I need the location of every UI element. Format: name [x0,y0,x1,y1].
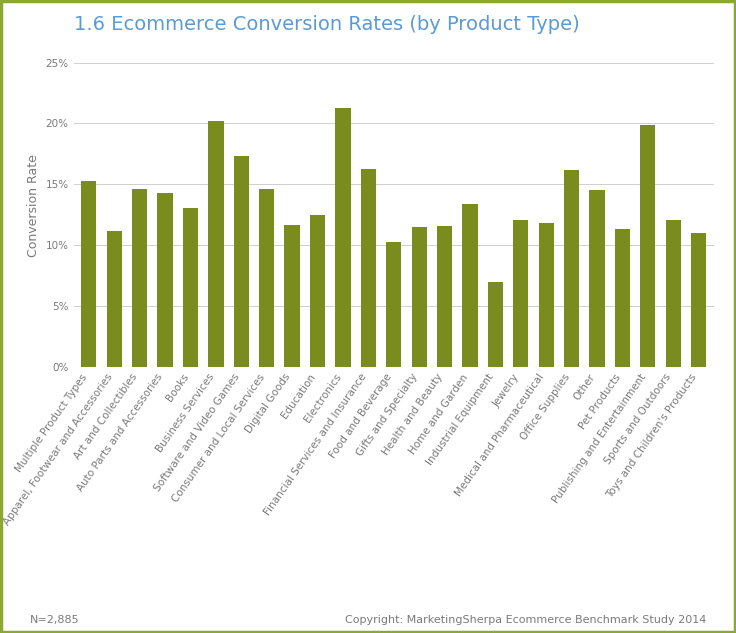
Bar [158,193,173,367]
Bar [285,225,300,367]
Bar [640,125,656,367]
Bar [539,223,554,367]
Text: N=2,885: N=2,885 [29,615,79,625]
Bar [310,215,325,367]
Bar [132,189,147,367]
Bar [691,233,707,367]
Bar [462,204,478,367]
Text: Copyright: MarketingSherpa Ecommerce Benchmark Study 2014: Copyright: MarketingSherpa Ecommerce Ben… [345,615,707,625]
Y-axis label: Conversion Rate: Conversion Rate [27,154,40,257]
Bar [665,220,681,367]
Bar [336,108,350,367]
Bar [615,230,630,367]
Bar [259,189,275,367]
Bar [107,230,122,367]
Bar [386,242,401,367]
Bar [513,220,528,367]
Bar [590,191,605,367]
Bar [81,181,96,367]
Bar [437,226,452,367]
Bar [488,282,503,367]
Bar [208,121,224,367]
Bar [411,227,427,367]
Bar [183,208,198,367]
Bar [361,168,376,367]
Bar [234,156,249,367]
Text: 1.6 Ecommerce Conversion Rates (by Product Type): 1.6 Ecommerce Conversion Rates (by Produ… [74,15,579,34]
Bar [564,170,579,367]
